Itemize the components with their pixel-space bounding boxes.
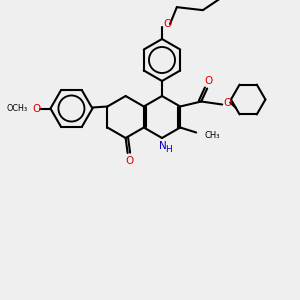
Text: O: O bbox=[125, 156, 134, 166]
Text: O: O bbox=[223, 98, 231, 107]
Text: O: O bbox=[204, 76, 212, 86]
Text: O: O bbox=[163, 19, 171, 29]
Text: O: O bbox=[32, 103, 40, 113]
Text: CH₃: CH₃ bbox=[204, 131, 220, 140]
Text: N: N bbox=[159, 141, 167, 151]
Text: H: H bbox=[166, 145, 172, 154]
Text: OCH₃: OCH₃ bbox=[6, 104, 27, 113]
